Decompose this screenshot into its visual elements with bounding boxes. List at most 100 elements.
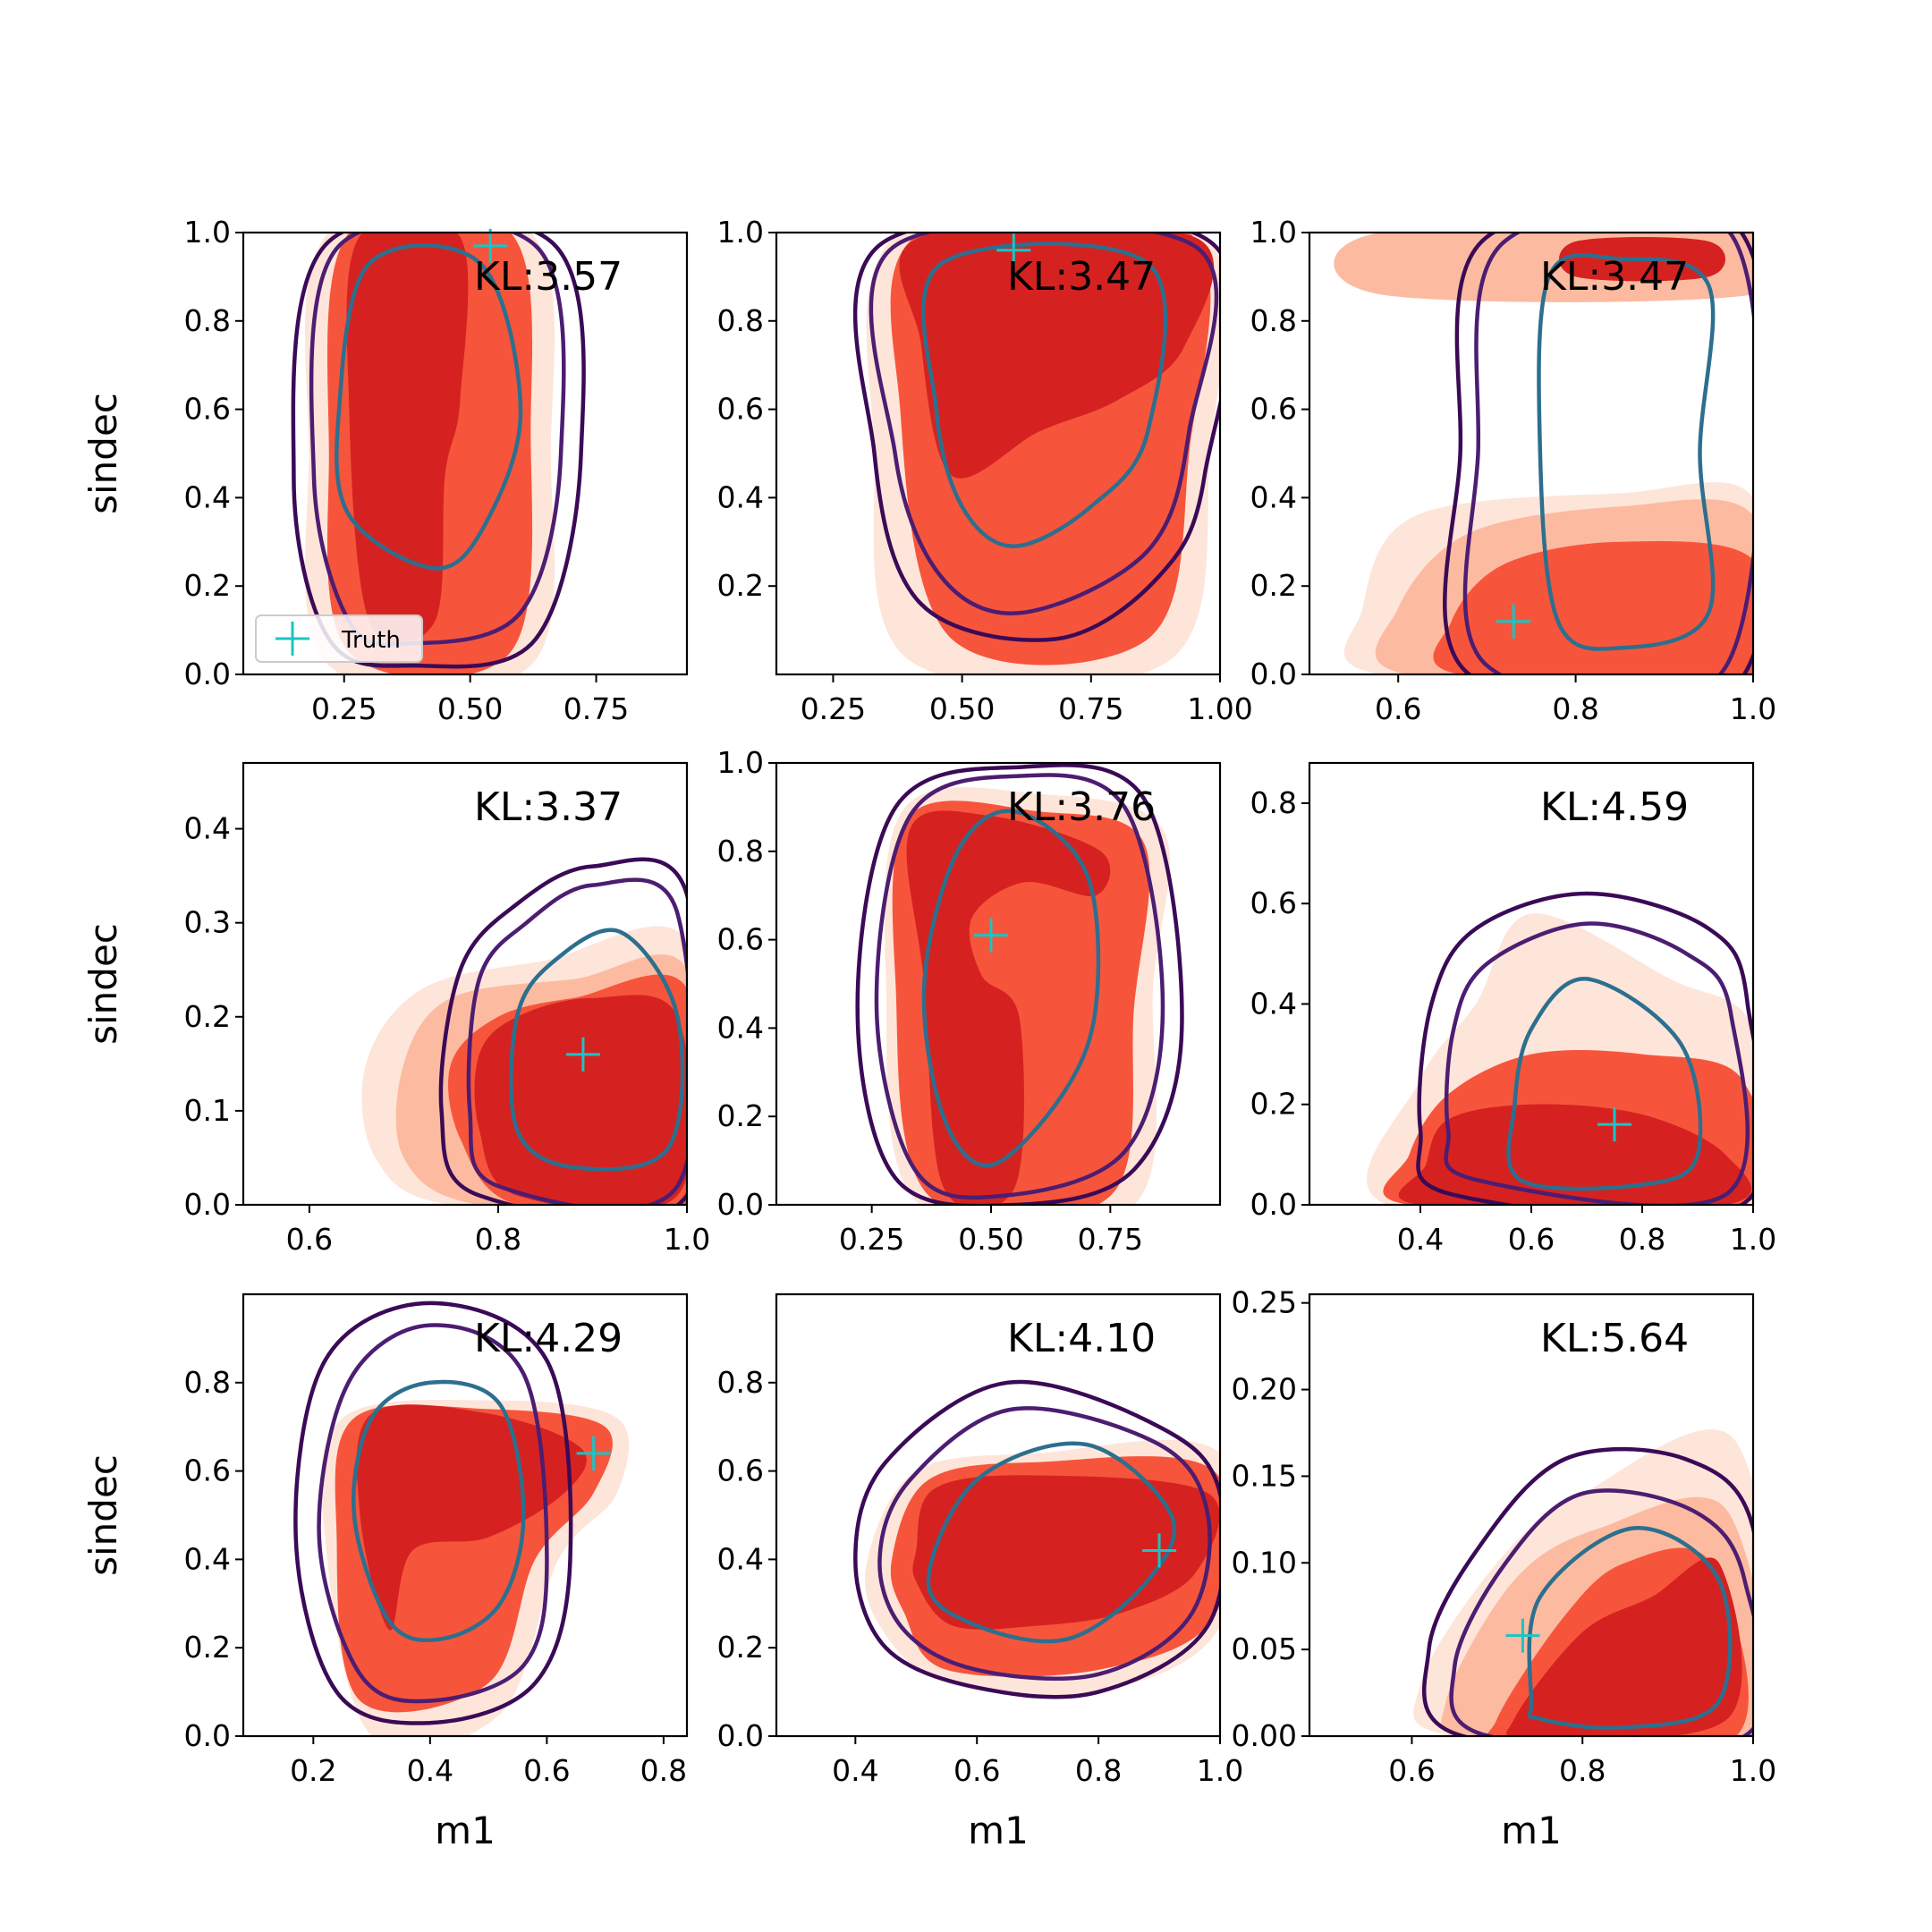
panel-5-ytick-label: 0.8 [717, 834, 764, 869]
panel-6-ytick-label: 0.8 [1250, 785, 1297, 820]
panel-8-kl-label: KL:4.10 [1007, 1316, 1156, 1361]
panel-2-ytick-label: 0.6 [717, 392, 764, 427]
panel-9-ytick-label: 0.15 [1232, 1458, 1297, 1493]
panel-9-xtick-label: 1.0 [1730, 1753, 1776, 1788]
panel-8-xlabel: m1 [968, 1809, 1029, 1852]
panel-8-contour-3 [926, 1441, 1177, 1644]
panel-3-kl-label: KL:3.47 [1540, 254, 1689, 300]
panel-1-contour-1 [291, 233, 586, 669]
panel-5-xtick-label: 0.75 [1078, 1222, 1143, 1257]
panel-7-contour-2 [317, 1323, 549, 1704]
panel-9-plot-area [1413, 1429, 1753, 1736]
panel-1-plot-area [291, 233, 586, 674]
panel-9-xtick-label: 0.8 [1559, 1753, 1606, 1788]
panel-9-contour-3 [1527, 1526, 1733, 1731]
panel-2-ytick-label: 0.8 [717, 303, 764, 338]
panel-3-ytick-label: 0.2 [1250, 568, 1297, 603]
panel-4-ytick-label: 0.1 [184, 1093, 231, 1128]
panel-2-xtick-label: 0.25 [801, 691, 866, 726]
panel-5-contour-2 [874, 773, 1165, 1200]
panel-5-xtick-label: 0.25 [839, 1222, 904, 1257]
panel-7-xtick-label: 0.4 [407, 1753, 453, 1788]
panel-5-kl-label: KL:3.76 [1007, 784, 1156, 830]
panel-3-xtick-label: 1.0 [1730, 691, 1776, 726]
panel-2-contour-3 [921, 242, 1168, 548]
panel-3-ytick-label: 0.6 [1250, 392, 1297, 427]
panel-6-ytick-label: 0.6 [1250, 886, 1297, 920]
panel-1: KL:3.57 0.25 0.50 0.75 0.0 0.2 0.4 0.6 0.8 1.0 sin… [81, 215, 689, 726]
panel-7-axes-frame [242, 1292, 689, 1738]
panel-5-ytick-label: 0.4 [717, 1010, 764, 1045]
panel-3-xtick-label: 0.6 [1375, 691, 1421, 726]
panel-1-ytick-label: 0.2 [184, 568, 231, 603]
panel-8-contour-2 [877, 1406, 1212, 1682]
panel-9-ytick-label: 0.10 [1232, 1545, 1297, 1580]
panel-6-ytick-label: 0.4 [1250, 986, 1297, 1021]
panel-6-contour-2 [1444, 921, 1750, 1205]
panel-4-density-fill-4 [474, 995, 687, 1205]
panel-4-contour-3 [509, 928, 685, 1172]
panel-8-ytick-label: 0.2 [717, 1630, 764, 1665]
panel-5-ytick-label: 0.0 [717, 1187, 764, 1222]
panel-7-contour-1 [293, 1301, 573, 1725]
panel-7-xlabel: m1 [435, 1809, 496, 1852]
panel-1-xtick-label: 0.75 [564, 691, 629, 726]
panel-5: KL:3.76 0.25 0.50 0.75 0.0 0.2 0.4 0.6 0.8 1.0 [717, 745, 1222, 1257]
panel-7-ytick-label: 0.8 [184, 1365, 231, 1400]
panel-2-xtick-label: 0.75 [1058, 691, 1123, 726]
panel-8: KL:4.10 0.4 0.6 0.8 1.0 0.0 0.2 0.4 0.6 0.8 m1 [717, 1292, 1243, 1852]
panel-7-xtick-label: 0.8 [640, 1753, 687, 1788]
panel-5-truth-marker [974, 918, 1008, 953]
panel-2-xtick-label: 0.50 [929, 691, 995, 726]
panel-4-xtick-label: 0.6 [286, 1222, 333, 1257]
panel-4-plot-area [361, 857, 687, 1205]
panel-6: KL:4.59 0.4 0.6 0.8 1.0 0.0 0.2 0.4 0.6 0.8 [1250, 761, 1776, 1257]
panel-2-ytick-label: 0.2 [717, 568, 764, 603]
panel-5-ytick-label: 1.0 [717, 745, 764, 780]
panel-9-ytick-label: 0.20 [1232, 1372, 1297, 1407]
panel-3-ytick-label: 0.0 [1250, 657, 1297, 691]
panel-7-truth-marker [576, 1436, 611, 1470]
panel-1-contour-2 [309, 233, 566, 647]
panel-4-kl-label: KL:3.37 [474, 784, 623, 830]
panel-6-xtick-label: 0.4 [1397, 1222, 1444, 1257]
legend: Truth [255, 614, 423, 663]
panel-7-ytick-label: 0.4 [184, 1541, 231, 1576]
panel-8-ytick-label: 0.6 [717, 1453, 764, 1488]
panel-9-ytick-label: 0.00 [1232, 1718, 1297, 1753]
panel-1-ytick-label: 0.4 [184, 479, 231, 514]
panel-3-ytick-label: 0.8 [1250, 303, 1297, 338]
panel-8-ytick-label: 0.8 [717, 1365, 764, 1400]
panel-2-density-fill-3 [899, 233, 1215, 479]
panel-8-ytick-label: 0.4 [717, 1541, 764, 1576]
panel-7: KL:4.29 0.2 0.4 0.6 0.8 0.0 0.2 0.4 0.6 0.8 sindec… [81, 1292, 689, 1852]
panel-6-xtick-label: 0.6 [1508, 1222, 1555, 1257]
panel-7-ylabel: sindec [81, 1454, 125, 1576]
panel-1-truth-marker [473, 228, 508, 263]
panel-4-xtick-label: 1.0 [664, 1222, 710, 1257]
panel-3-ytick-label: 1.0 [1250, 215, 1297, 250]
panel-4-ylabel: sindec [81, 923, 125, 1045]
panel-5-plot-area [855, 763, 1184, 1205]
panel-5-ytick-label: 0.2 [717, 1098, 764, 1133]
panel-1-axes-frame [242, 231, 689, 676]
panel-7-kl-label: KL:4.29 [474, 1316, 623, 1361]
panel-6-ytick-label: 0.0 [1250, 1187, 1297, 1222]
legend-label: Truth [341, 627, 401, 654]
panel-1-xtick-label: 0.50 [437, 691, 503, 726]
panel-2-ytick-label: 0.4 [717, 479, 764, 514]
panel-6-xtick-label: 0.8 [1619, 1222, 1665, 1257]
panel-7-xtick-label: 0.6 [523, 1753, 570, 1788]
panel-4-contour-2 [466, 877, 687, 1205]
panel-9-ytick-label: 0.05 [1232, 1631, 1297, 1666]
panel-6-kl-label: KL:4.59 [1540, 784, 1689, 830]
panel-8-plot-area [853, 1379, 1220, 1699]
panel-9-axes-frame [1308, 1292, 1755, 1738]
panel-3: KL:3.47 0.6 0.8 1.0 0.0 0.2 0.4 0.6 0.8 1.0 [1250, 215, 1777, 726]
panel-2-axes-frame [775, 231, 1222, 676]
panel-1-ytick-label: 0.0 [184, 657, 231, 691]
panel-8-truth-marker [1142, 1533, 1177, 1568]
panel-9-truth-marker [1505, 1618, 1540, 1653]
panel-9-contour-2 [1449, 1488, 1753, 1736]
